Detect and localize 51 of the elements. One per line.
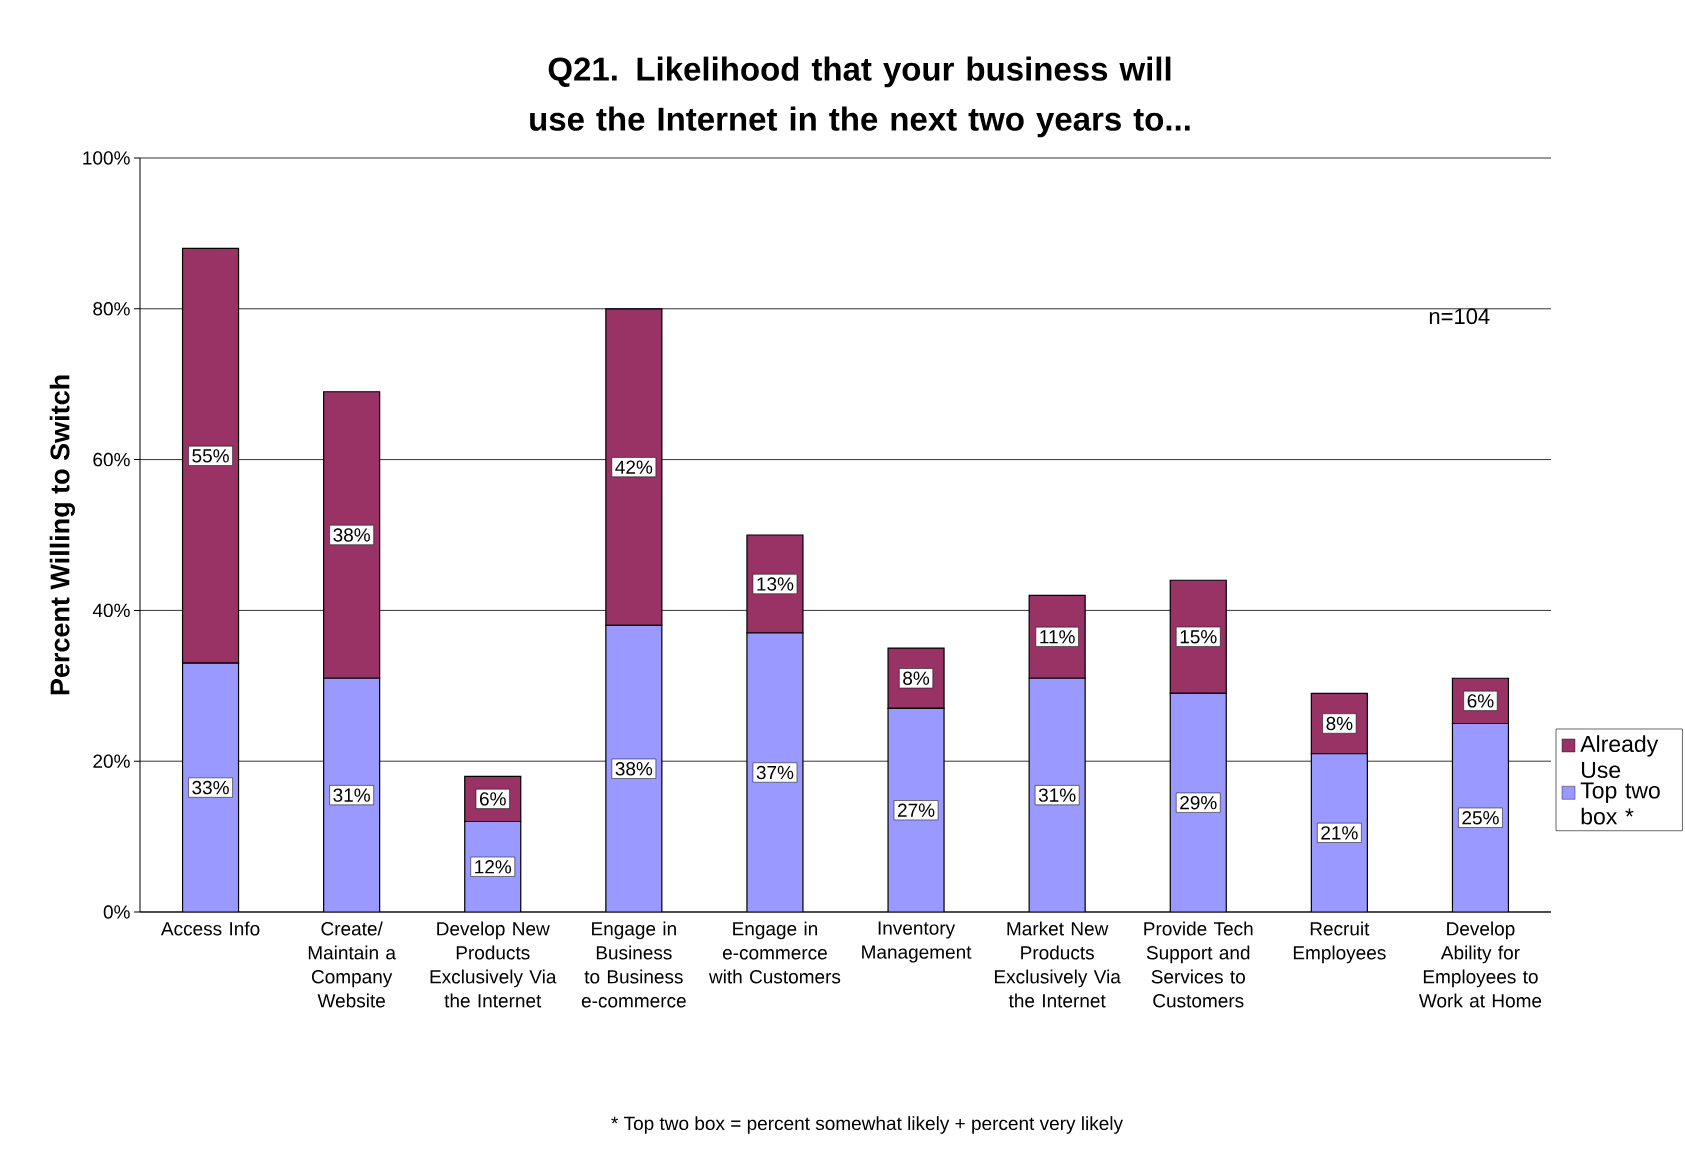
data-label: 8% xyxy=(1326,716,1353,731)
data-label: 6% xyxy=(479,792,506,806)
y-tick-label: 80% xyxy=(93,302,130,316)
data-label: 31% xyxy=(333,788,370,802)
y-tick-label: 40% xyxy=(92,603,130,618)
annotation: n=104 xyxy=(1429,308,1490,325)
x-tick-label: Engage in Business to Business e-commerce xyxy=(581,921,686,1008)
x-tick-label: Market New Products Exclusively Via the Internet xyxy=(994,921,1121,1008)
bar xyxy=(1310,753,1368,912)
bar xyxy=(1451,722,1510,912)
data-label: 31% xyxy=(1038,788,1076,802)
data-label: 38% xyxy=(615,762,653,776)
legend-label: Top two box * xyxy=(1580,782,1660,825)
data-label: 13% xyxy=(757,577,794,591)
bar xyxy=(181,662,240,912)
data-label: 37% xyxy=(756,765,794,780)
bar xyxy=(1169,692,1227,912)
y-axis-title: Percent Willing to Switch xyxy=(49,375,76,695)
y-tick-label: 20% xyxy=(93,754,130,768)
bar xyxy=(605,624,663,912)
x-tick-label: Inventory Management xyxy=(862,921,972,963)
x-tick-label: Provide Tech Support and Services to Customers xyxy=(1144,921,1253,1008)
x-tick-label: Recruit Employees xyxy=(1293,921,1386,964)
bar xyxy=(323,677,381,912)
bar xyxy=(746,632,804,912)
data-label: 15% xyxy=(1180,630,1217,644)
data-label: 11% xyxy=(1040,630,1075,644)
text: * Top two box = percent somewhat likely + percent very likely xyxy=(611,1116,1123,1134)
y-tick-label: 100% xyxy=(83,151,130,165)
x-tick-label: Develop Ability for Employees to Work at Home xyxy=(1418,921,1542,1008)
data-label: 25% xyxy=(1462,811,1499,825)
x-tick-label: Develop New Products Exclusively Via the Internet xyxy=(430,921,557,1008)
data-label: 42% xyxy=(615,460,653,474)
data-label: 29% xyxy=(1180,795,1217,810)
legend-label: Already Use xyxy=(1580,735,1659,779)
y-tick-label: 60% xyxy=(93,452,130,467)
data-label: 38% xyxy=(333,528,370,542)
data-label: 8% xyxy=(903,671,930,685)
bar xyxy=(1028,677,1086,912)
x-tick-label: Access Info xyxy=(160,921,260,936)
x-tick-label: Create/ Maintain a Company Website xyxy=(308,921,396,1008)
data-label: 27% xyxy=(898,803,935,817)
bar xyxy=(887,707,945,912)
x-tick-label: Engage in e-commerce with Customers xyxy=(708,921,841,984)
data-label: 21% xyxy=(1321,826,1358,840)
chart-title: Q21. Likelihood that your business will use the Internet in the next two years to... xyxy=(530,56,1190,138)
data-label: 12% xyxy=(475,860,512,874)
data-label: 55% xyxy=(192,449,229,463)
y-tick-label: 0% xyxy=(103,905,130,919)
data-label: 33% xyxy=(192,780,229,795)
data-label: 6% xyxy=(1467,694,1494,708)
